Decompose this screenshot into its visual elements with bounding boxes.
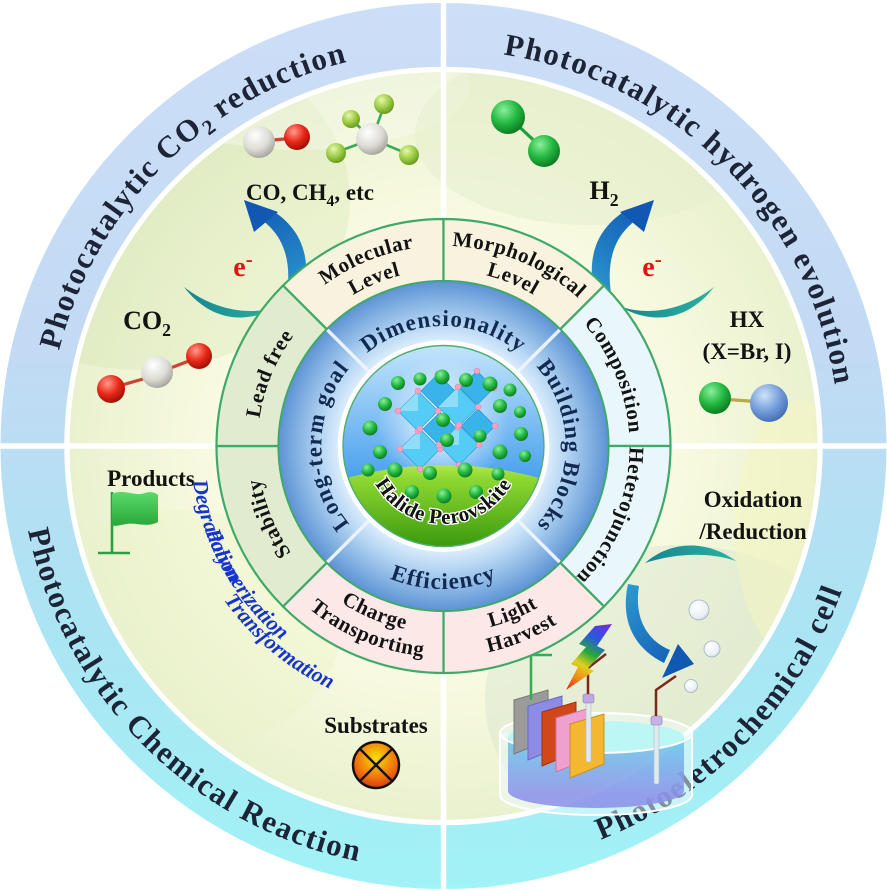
cation-spheres (361, 369, 531, 504)
inner-ring-dividers (325, 328, 562, 564)
strategy-wheel: Halide Perovskite Molecular Level Morpho… (215, 217, 672, 675)
substrates-label: Substrates (324, 713, 428, 738)
reduction-label: /Reduction (698, 519, 807, 544)
hx-detail-label: (X=Br, I) (703, 339, 792, 364)
co2-label: CO2 (123, 306, 171, 340)
flag-icon (98, 491, 158, 555)
substrates-icon (351, 740, 401, 790)
counter-electrode-icon (650, 674, 677, 785)
hx-molecule (699, 382, 788, 422)
perovskite-crystal: Halide Perovskite (343, 346, 544, 546)
photoelectrochemical-quadrant: Oxidation /Reduction (499, 487, 807, 816)
hx-label: HX (730, 307, 765, 332)
electron-transfer-arrow (184, 200, 307, 318)
h2-label: H2 (589, 176, 618, 210)
halide-dots (394, 367, 499, 473)
h2-molecule (491, 100, 560, 167)
bubbles-icon (684, 599, 721, 693)
electron-transfer-arrow (591, 200, 714, 318)
co-molecule (243, 124, 310, 158)
products-label: Products (107, 466, 195, 491)
electron-label: e- (642, 247, 661, 283)
grass (343, 465, 544, 546)
ch4-molecule (326, 94, 419, 165)
hydrogen-evolution-quadrant: H2 e- HX (X=Br, I) (491, 100, 791, 422)
co-ch4-label: CO, CH4, etc (246, 180, 374, 210)
co2-reduction-quadrant: CO, CH4, etc e- CO2 (97, 94, 419, 403)
light-streak (735, 400, 818, 660)
photoelectrochemical-cell-illustration (499, 624, 693, 816)
oxidation-label: Oxidation (704, 487, 803, 512)
lightning-icon (566, 624, 612, 690)
electron-label: e- (233, 247, 252, 283)
co2-molecule (97, 343, 212, 403)
center-border (342, 344, 545, 548)
center-rim (337, 340, 550, 552)
electrode-stack-icon (513, 653, 605, 779)
oxidation-reduction-arrow (625, 545, 736, 678)
inner-ring-border (277, 280, 610, 612)
